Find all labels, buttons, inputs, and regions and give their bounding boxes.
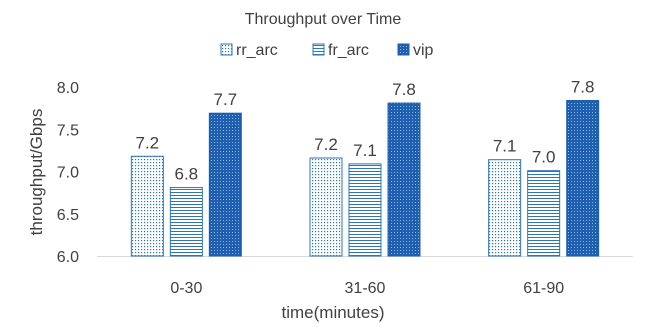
data-label: 7.8 [571,78,595,97]
bar-rr-arc [309,157,343,257]
x-tick-label: 61-90 [523,280,564,297]
legend-label: rr_arc [236,42,278,59]
x-tick-label: 31-60 [345,280,386,297]
data-label: 7.2 [136,133,160,152]
bars [130,100,600,257]
y-axis: 6.0 6.5 7.0 7.5 8.0 [57,80,79,266]
data-labels: 7.2 7.2 7.1 6.8 7.1 7.0 7.7 7.8 7.8 [136,78,595,184]
legend: rr_arc fr_arc vip [220,42,434,59]
bar-fr-arc [348,163,382,257]
legend-swatch-vip [397,43,410,56]
y-axis-title: throughput/Gbps [27,109,46,236]
bar-rr-arc [488,159,522,257]
legend-label: fr_arc [328,42,369,59]
bar-vip [566,100,600,257]
x-tick-label: 0-30 [170,280,202,297]
y-tick-label: 6.0 [57,249,79,266]
data-label: 7.7 [214,90,238,109]
data-label: 7.8 [392,80,416,99]
y-tick-label: 7.0 [57,165,79,182]
data-label: 7.1 [353,141,377,160]
bar-vip [208,112,242,257]
chart-title: Throughput over Time [245,11,402,28]
bar-fr-arc [527,170,561,257]
data-label: 7.1 [493,137,517,156]
legend-swatch-rr-arc [220,43,233,56]
bar-vip [387,102,421,257]
data-label: 7.0 [532,148,556,167]
legend-swatch-fr-arc [312,43,325,56]
x-axis: 0-30 31-60 61-90 [97,256,633,297]
data-label: 6.8 [175,165,199,184]
bar-fr-arc [169,187,203,257]
y-tick-label: 7.5 [57,122,79,139]
y-tick-label: 8.0 [57,80,79,97]
x-axis-title: time(minutes) [282,303,385,322]
bar-rr-arc [130,155,164,257]
y-tick-label: 6.5 [57,207,79,224]
data-label: 7.2 [314,135,338,154]
legend-label: vip [413,42,434,59]
